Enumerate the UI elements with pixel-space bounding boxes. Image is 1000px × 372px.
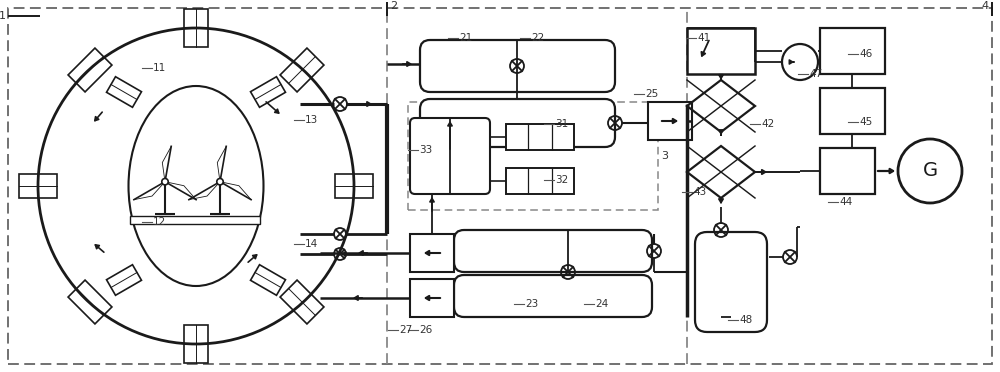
FancyBboxPatch shape xyxy=(454,275,652,317)
Text: 44: 44 xyxy=(839,197,852,207)
Bar xyxy=(130,216,260,224)
Text: 45: 45 xyxy=(859,117,872,127)
Text: G: G xyxy=(922,161,938,180)
Text: 14: 14 xyxy=(305,239,318,249)
Text: 25: 25 xyxy=(645,89,658,99)
Text: 3: 3 xyxy=(661,151,668,161)
FancyBboxPatch shape xyxy=(454,230,652,272)
Text: 41: 41 xyxy=(697,33,710,43)
FancyBboxPatch shape xyxy=(8,8,992,364)
Text: 1: 1 xyxy=(0,11,6,21)
Text: 32: 32 xyxy=(555,175,568,185)
Text: 43: 43 xyxy=(693,187,706,197)
Text: 33: 33 xyxy=(419,145,432,155)
FancyBboxPatch shape xyxy=(695,232,767,332)
Circle shape xyxy=(217,179,223,185)
Text: 27: 27 xyxy=(399,325,412,335)
Bar xyxy=(410,234,454,272)
Text: 48: 48 xyxy=(739,315,752,325)
Text: 42: 42 xyxy=(761,119,774,129)
Text: 4: 4 xyxy=(982,1,989,11)
Bar xyxy=(506,168,574,194)
Text: 46: 46 xyxy=(859,49,872,59)
Text: 12: 12 xyxy=(153,217,166,227)
Text: 11: 11 xyxy=(153,63,166,73)
Bar xyxy=(820,28,885,74)
Bar xyxy=(410,279,454,317)
FancyBboxPatch shape xyxy=(408,102,658,210)
Text: 31: 31 xyxy=(555,119,568,129)
Text: 26: 26 xyxy=(419,325,432,335)
FancyBboxPatch shape xyxy=(420,40,615,92)
FancyBboxPatch shape xyxy=(420,99,615,147)
Bar xyxy=(687,28,755,74)
Text: 47: 47 xyxy=(809,69,822,79)
Text: 22: 22 xyxy=(531,33,544,43)
Text: 2: 2 xyxy=(390,1,397,11)
Bar xyxy=(820,88,885,134)
Bar xyxy=(820,148,875,194)
Text: 24: 24 xyxy=(595,299,608,309)
Text: 23: 23 xyxy=(525,299,538,309)
FancyBboxPatch shape xyxy=(410,118,490,194)
Bar xyxy=(506,124,574,150)
Text: 21: 21 xyxy=(459,33,472,43)
Bar xyxy=(648,102,692,140)
Text: 13: 13 xyxy=(305,115,318,125)
Circle shape xyxy=(162,179,168,185)
